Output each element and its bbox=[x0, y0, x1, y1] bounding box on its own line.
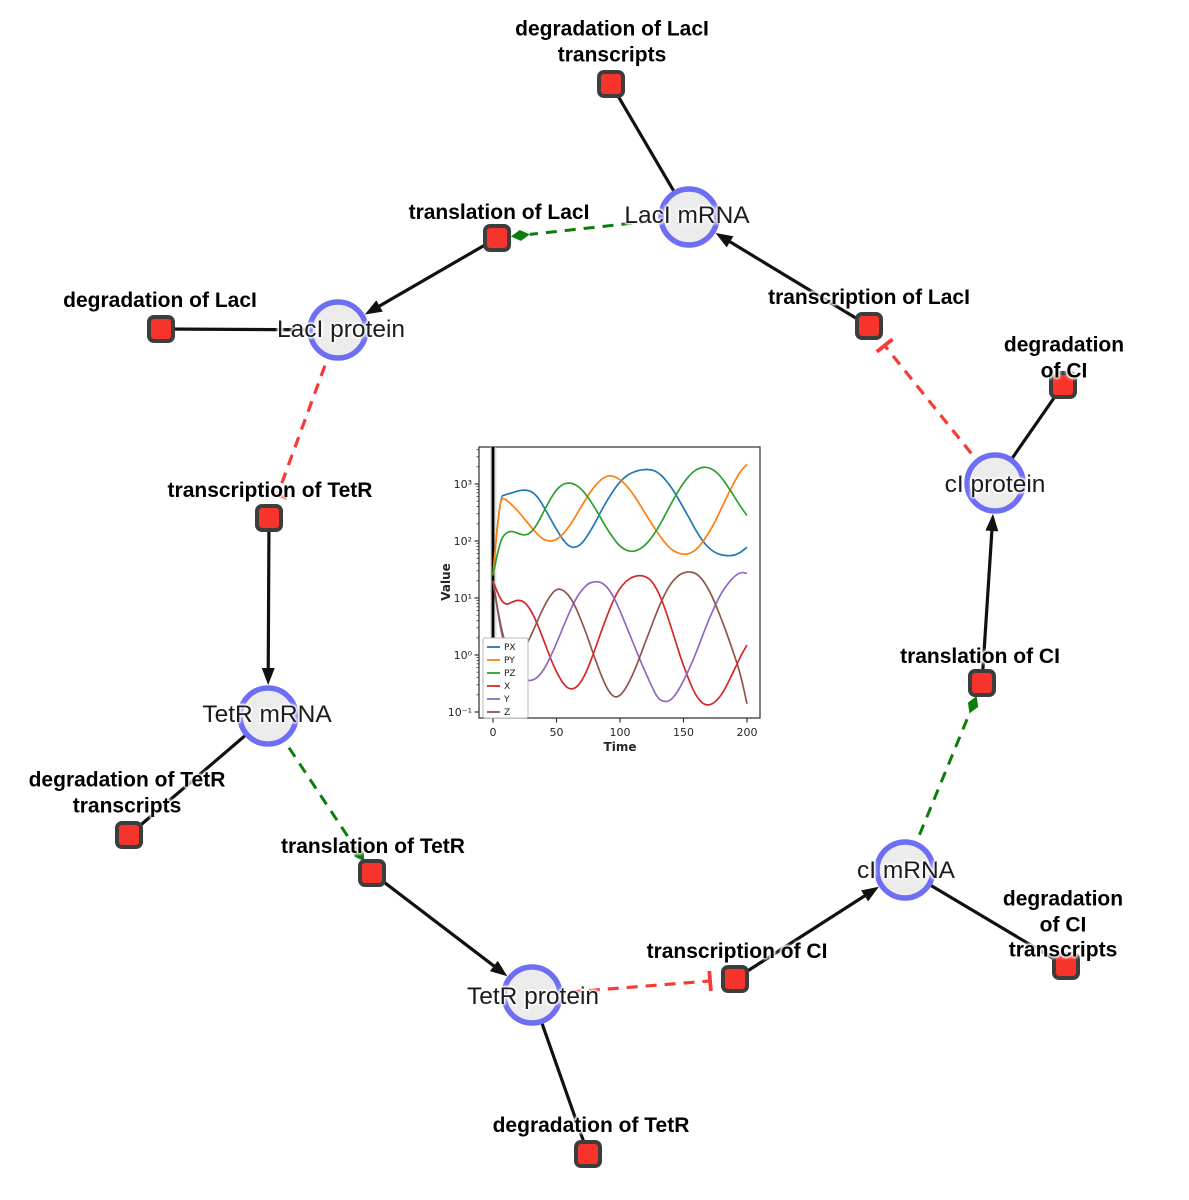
legend-label-Z: Z bbox=[504, 708, 510, 718]
edge-transcription_of_laci--laci_mrna bbox=[715, 233, 870, 328]
reaction-node-degradation_of_laci bbox=[147, 315, 175, 343]
species-node-laci_protein bbox=[307, 299, 369, 361]
reaction-node-transcription_of_tetr bbox=[255, 504, 283, 532]
series-line-PY bbox=[492, 463, 748, 576]
reaction-node-degradation_of_ci bbox=[1049, 371, 1077, 399]
reaction-node-transcription_of_laci bbox=[855, 312, 883, 340]
reaction-node-translation_of_tetr bbox=[358, 859, 386, 887]
y-tick-label: 10⁰ bbox=[454, 649, 473, 662]
edge-translation_of_laci--laci_protein bbox=[364, 236, 498, 315]
y-tick-label: 10³ bbox=[454, 478, 472, 491]
x-axis-label: Time bbox=[604, 740, 637, 754]
reaction-node-transcription_of_ci bbox=[721, 965, 749, 993]
timecourse-inset-plot: 10⁻¹ 10⁰ 10¹ 10² 10³ 0 50 100 150 200 PX PY PZ XYZ Tim… bbox=[440, 432, 788, 770]
species-node-laci_mrna bbox=[658, 186, 720, 248]
x-tick-label: 0 bbox=[490, 726, 497, 739]
x-tick-label: 50 bbox=[550, 726, 564, 739]
edge-ci_mrna--degradation_of_ci_transcripts bbox=[904, 868, 1067, 968]
reaction-node-degradation_of_tetr_transcripts bbox=[115, 821, 143, 849]
species-node-ci_mrna bbox=[874, 839, 936, 901]
legend-label-PY: PY bbox=[504, 656, 515, 666]
reaction-node-translation_of_laci bbox=[483, 224, 511, 252]
species-node-tetr_protein bbox=[501, 964, 563, 1026]
series-line-X bbox=[492, 574, 748, 706]
legend-label-X: X bbox=[504, 682, 510, 692]
edge-translation_of_ci--ci_protein bbox=[980, 513, 999, 684]
species-node-ci_protein bbox=[964, 452, 1026, 514]
legend-label-PZ: PZ bbox=[504, 669, 516, 679]
series-line-Y bbox=[492, 571, 748, 703]
reaction-node-degradation_of_ci_transcripts bbox=[1052, 952, 1080, 980]
legend-label-PX: PX bbox=[504, 643, 516, 653]
series-line-PZ bbox=[492, 466, 748, 576]
edge-transcription_of_ci--ci_mrna bbox=[734, 886, 879, 981]
x-tick-label: 150 bbox=[673, 726, 694, 739]
legend-label-Y: Y bbox=[503, 695, 510, 705]
edge-transcription_of_tetr--tetr_mrna bbox=[261, 517, 275, 686]
edge-translation_of_tetr--tetr_protein bbox=[371, 871, 508, 977]
y-tick-label: 10⁻¹ bbox=[448, 706, 472, 719]
series-line-Z bbox=[492, 571, 748, 704]
y-tick-label: 10² bbox=[454, 535, 472, 548]
inset-legend bbox=[482, 637, 529, 719]
reaction-node-degradation_of_laci_transcripts bbox=[597, 70, 625, 98]
reaction-node-translation_of_ci bbox=[968, 669, 996, 697]
species-node-tetr_mrna bbox=[237, 685, 299, 747]
y-axis-label: Value bbox=[440, 563, 453, 601]
y-tick-label: 10¹ bbox=[454, 592, 472, 605]
x-tick-label: 200 bbox=[737, 726, 758, 739]
reaction-node-degradation_of_tetr bbox=[574, 1140, 602, 1168]
x-tick-label: 100 bbox=[610, 726, 631, 739]
